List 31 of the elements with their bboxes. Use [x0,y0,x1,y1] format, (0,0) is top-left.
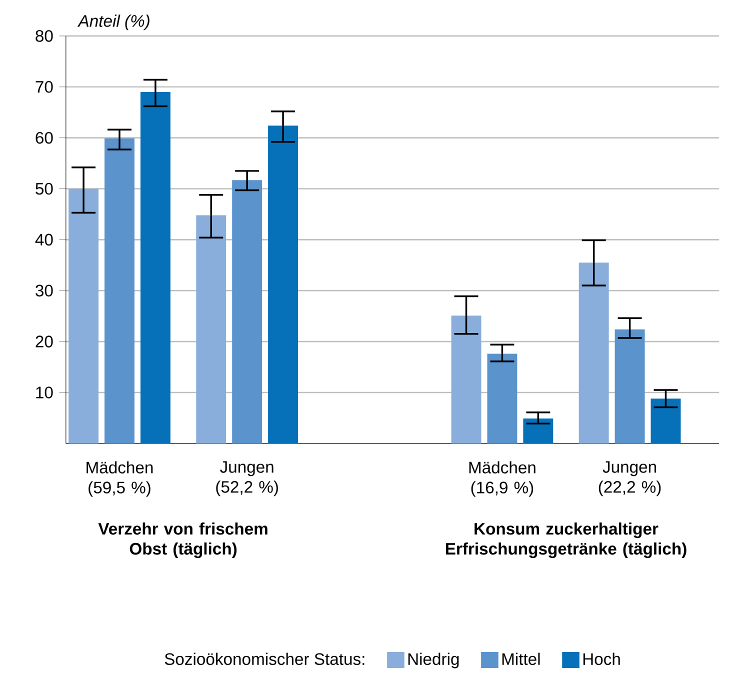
bar [196,215,226,444]
x-tick-label: Jungen (52,2 %) [216,461,278,496]
y-tick-label: 40 [35,234,53,246]
x-tick-label: Mädchen (59,5 %) [86,461,153,497]
bar [614,330,645,444]
bar [523,418,554,444]
bar [104,138,134,444]
legend-label: Niedrig [408,652,459,668]
y-tick-label: 20 [36,336,53,348]
y-tick-label: 30 [36,284,53,297]
y-tick-label: 60 [36,132,53,144]
text: Verzehr von frischem Obst (täglich) [98,522,268,558]
x-tick-label: Mädchen (16,9 %) [469,461,536,497]
x-tick-label: Jungen (22,2 %) [598,461,661,496]
legend-label: Hoch [583,652,620,666]
legend-title: Sozioökonomischer Status: [164,652,364,666]
y-tick-label: 80 [36,30,53,42]
bar [232,180,262,444]
bar [451,316,482,444]
bar [487,354,518,444]
bar [268,126,298,444]
y-tick-label: 50 [36,183,53,195]
legend-label: Mittel [502,652,540,666]
y-tick-label: 10 [36,386,53,399]
bar [578,262,609,444]
bar [650,398,681,444]
bar [140,92,170,444]
y-tick-label: 70 [36,81,53,93]
text: Konsum zuckerhaltiger Erfrischungsgetränke (täglich) [446,522,686,558]
bar [68,188,99,444]
y-axis-title: Anteil (%) [77,14,150,30]
